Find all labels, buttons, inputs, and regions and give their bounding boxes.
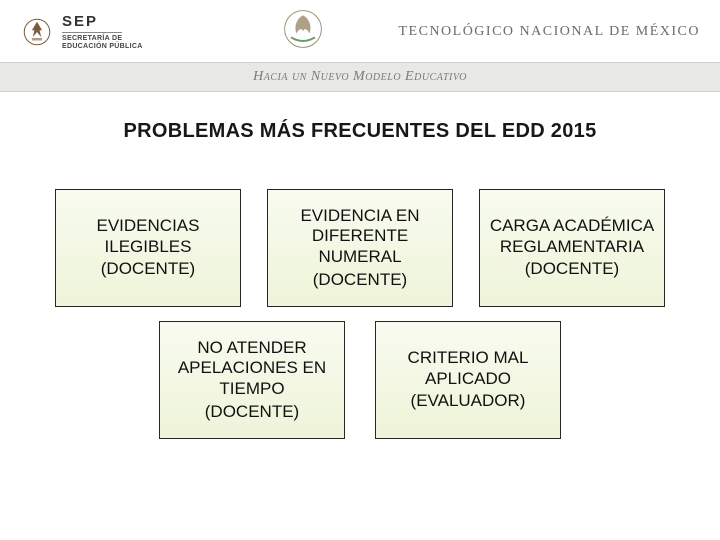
box-main: CARGA ACADÉMICA REGLAMENTARIA — [488, 216, 656, 257]
box-sub: (DOCENTE) — [101, 259, 195, 280]
box-no-atender-apelaciones: NO ATENDER APELACIONES EN TIEMPO (DOCENT… — [159, 321, 345, 439]
tecnm-title: TECNOLÓGICO NACIONAL DE MÉXICO — [398, 24, 700, 40]
page-title: PROBLEMAS MÁS FRECUENTES DEL EDD 2015 — [0, 120, 720, 143]
boxes-row-2: NO ATENDER APELACIONES EN TIEMPO (DOCENT… — [0, 321, 720, 439]
box-sub: (EVALUADOR) — [411, 391, 526, 412]
box-evidencias-ilegibles: EVIDENCIAS ILEGIBLES (DOCENTE) — [55, 189, 241, 307]
box-sub: (DOCENTE) — [525, 259, 619, 280]
boxes-row-1: EVIDENCIAS ILEGIBLES (DOCENTE) EVIDENCIA… — [0, 189, 720, 307]
box-carga-academica: CARGA ACADÉMICA REGLAMENTARIA (DOCENTE) — [479, 189, 665, 307]
header-bar: SEP SECRETARÍA DE EDUCACIÓN PÚBLICA TECN… — [0, 0, 720, 60]
mexico-seal-icon — [280, 6, 326, 52]
box-main: CRITERIO MAL APLICADO — [384, 348, 552, 389]
box-criterio-mal-aplicado: CRITERIO MAL APLICADO (EVALUADOR) — [375, 321, 561, 439]
sep-line1: SECRETARÍA DE — [62, 35, 143, 43]
box-sub: (DOCENTE) — [205, 402, 299, 423]
sep-text-block: SEP SECRETARÍA DE EDUCACIÓN PÚBLICA — [62, 14, 143, 51]
box-main: NO ATENDER APELACIONES EN TIEMPO — [168, 338, 336, 400]
slogan-band: Hacia un Nuevo Modelo Educativo — [0, 62, 720, 92]
box-sub: (DOCENTE) — [313, 270, 407, 291]
sep-logo-block: SEP SECRETARÍA DE EDUCACIÓN PÚBLICA — [20, 14, 143, 51]
box-evidencia-diferente-numeral: EVIDENCIA EN DIFERENTE NUMERAL (DOCENTE) — [267, 189, 453, 307]
box-main: EVIDENCIAS ILEGIBLES — [64, 216, 232, 257]
sep-acronym: SEP — [62, 14, 143, 31]
box-main: EVIDENCIA EN DIFERENTE NUMERAL — [276, 206, 444, 268]
sep-line2: EDUCACIÓN PÚBLICA — [62, 43, 143, 51]
slogan-text: Hacia un Nuevo Modelo Educativo — [253, 69, 467, 85]
sep-eagle-icon — [20, 15, 54, 49]
